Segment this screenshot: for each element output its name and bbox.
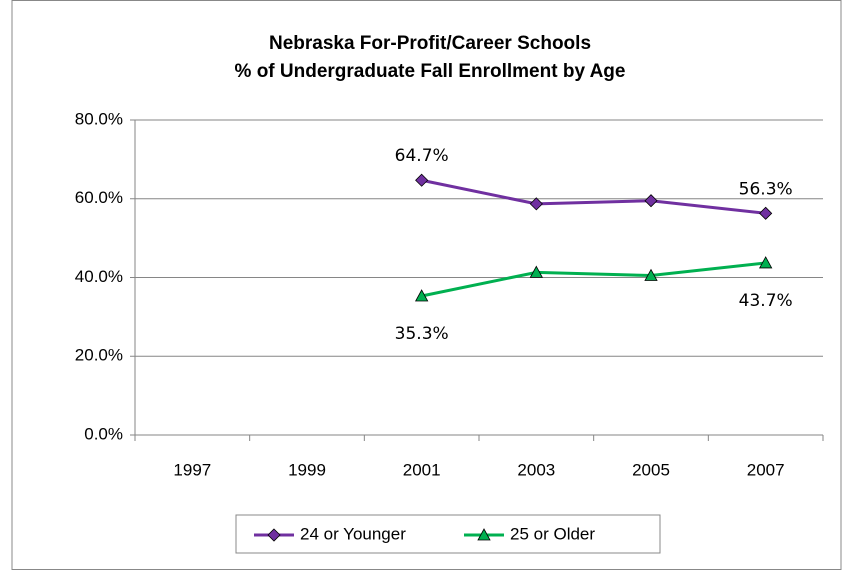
legend-box bbox=[235, 514, 661, 554]
legend-label: 25 or Older bbox=[510, 524, 595, 543]
marker bbox=[529, 197, 543, 211]
data-label: 56.3% bbox=[739, 179, 793, 199]
marker bbox=[644, 194, 658, 208]
y-tick-label: 0.0% bbox=[84, 424, 123, 443]
data-label: 64.7% bbox=[395, 146, 449, 166]
x-tick-label: 1997 bbox=[173, 460, 211, 479]
x-tick-label: 2007 bbox=[747, 460, 785, 479]
x-tick-label: 2001 bbox=[403, 460, 441, 479]
series-line bbox=[421, 178, 766, 215]
x-tick-label: 1999 bbox=[288, 460, 326, 479]
x-tick-label: 2005 bbox=[632, 460, 670, 479]
marker bbox=[644, 268, 658, 281]
marker bbox=[414, 289, 429, 302]
chart-title: Nebraska For-Profit/Career Schools bbox=[269, 33, 591, 54]
x-tick-label: 2003 bbox=[517, 460, 555, 479]
data-label: 35.3% bbox=[395, 324, 449, 344]
y-tick-label: 40.0% bbox=[75, 267, 123, 286]
marker bbox=[529, 265, 544, 278]
chart-frame bbox=[11, 0, 842, 570]
marker bbox=[758, 256, 773, 269]
legend-label: 24 or Younger bbox=[300, 524, 406, 543]
series-line bbox=[421, 261, 766, 298]
marker bbox=[759, 206, 773, 220]
y-tick-label: 60.0% bbox=[75, 188, 123, 207]
marker bbox=[477, 528, 491, 541]
y-tick-label: 20.0% bbox=[75, 346, 123, 365]
marker bbox=[415, 173, 429, 187]
data-label: 43.7% bbox=[739, 291, 793, 311]
marker bbox=[267, 528, 281, 542]
y-tick-label: 80.0% bbox=[75, 109, 123, 128]
chart-subtitle: % of Undergraduate Fall Enrollment by Ag… bbox=[235, 61, 626, 82]
